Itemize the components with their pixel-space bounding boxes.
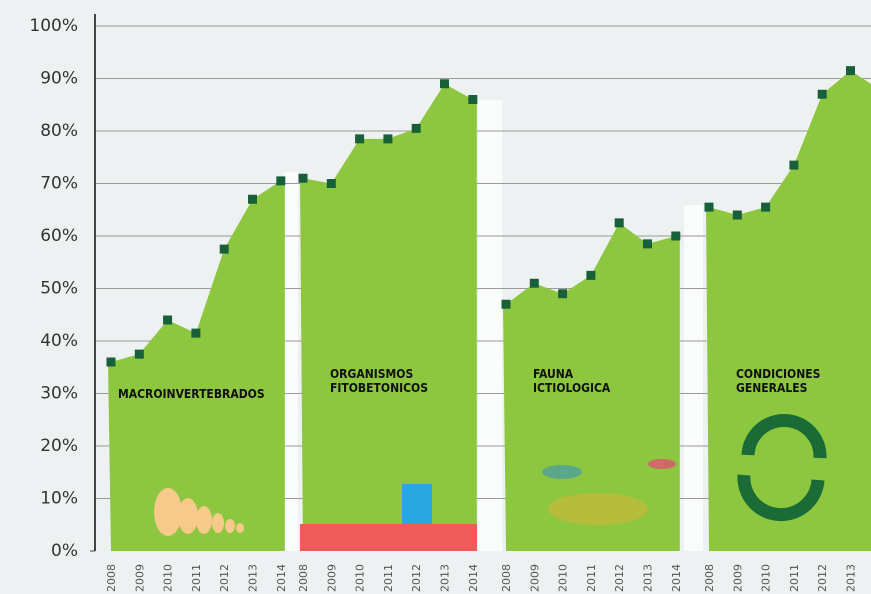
marker [643,239,652,248]
panel-label: CONDICIONES GENERALES [736,367,846,395]
panel-label: ORGANISMOS FITOBETONICOS [330,367,440,395]
chart: 0% 10% 20% 30% 40% 50% 60% 70% 80% 90% 100% 2008 20… [0,0,871,594]
marker [276,176,285,185]
y-tick-label: 50% [40,279,78,299]
coral [402,484,432,524]
x-tick-label: 2011 [382,564,395,592]
gap [478,100,502,551]
x-tick-label: 2008 [105,564,118,592]
x-tick-label: 2013 [439,564,452,592]
marker [733,211,742,220]
marker [846,66,855,75]
marker [586,271,595,280]
x-tick-label: 2011 [585,564,598,592]
x-tick-label: 2012 [613,564,626,592]
marker [299,174,308,183]
x-tick-label: 2013 [845,564,858,592]
y-tick-label: 70% [40,174,78,194]
marker [818,90,827,99]
x-tick-label: 2012 [816,564,829,592]
marker [107,358,116,367]
x-tick-label: 2013 [642,564,655,592]
marker [163,316,172,325]
x-tick-label: 2011 [788,564,801,592]
x-tick-label: 2009 [325,564,338,592]
marker [761,203,770,212]
x-tick-label: 2012 [218,564,231,592]
red-ground [300,524,477,551]
panel-label: FAUNA ICTIOLOGICA [533,367,643,395]
x-tick-label: 2010 [162,564,175,592]
marker [355,134,364,143]
x-tick-label: 2014 [670,564,683,592]
marker [220,245,229,254]
x-tick-label: 2010 [354,564,367,592]
y-tick-label: 90% [40,69,78,89]
marker [789,161,798,170]
x-tick-label: 2009 [731,564,744,592]
marker [615,218,624,227]
fish [542,465,582,479]
marker [530,279,539,288]
x-tick-label: 2012 [410,564,423,592]
area [706,71,871,551]
x-tick-label: 2008 [500,564,513,592]
y-tick-label: 80% [40,121,78,141]
fish [548,493,648,525]
marker [558,289,567,298]
x-tick-label: 2014 [275,564,288,592]
gap [684,205,703,551]
marker [191,329,200,338]
y-tick-label: 40% [40,331,78,351]
y-tick-label: 60% [40,226,78,246]
chart-page: 0% 10% 20% 30% 40% 50% 60% 70% 80% 90% 100% 2008 20… [0,0,871,594]
marker [327,179,336,188]
marker [440,79,449,88]
x-tick-label: 2008 [703,564,716,592]
y-tick-label: 30% [40,384,78,404]
x-tick-label: 2013 [247,564,260,592]
x-tick-label: 2009 [528,564,541,592]
x-tick-label: 2010 [760,564,773,592]
panel-label: MACROINVERTEBRADOS [118,387,238,401]
x-tick-label: 2009 [133,564,146,592]
x-tick-label: 2011 [190,564,203,592]
area [300,84,477,551]
gap [284,172,298,551]
y-tick-label: 0% [51,541,78,561]
x-tick-label: 2010 [557,564,570,592]
y-tick-label: 20% [40,436,78,456]
marker [502,300,511,309]
marker [705,203,714,212]
fish [648,459,676,469]
y-tick-label: 10% [40,489,78,509]
marker [383,134,392,143]
x-tick-label: 2008 [297,564,310,592]
marker [412,124,421,133]
marker [671,232,680,241]
marker [135,350,144,359]
marker [468,95,477,104]
y-tick-label: 100% [29,16,78,36]
marker [248,195,257,204]
x-tick-label: 2014 [467,564,480,592]
